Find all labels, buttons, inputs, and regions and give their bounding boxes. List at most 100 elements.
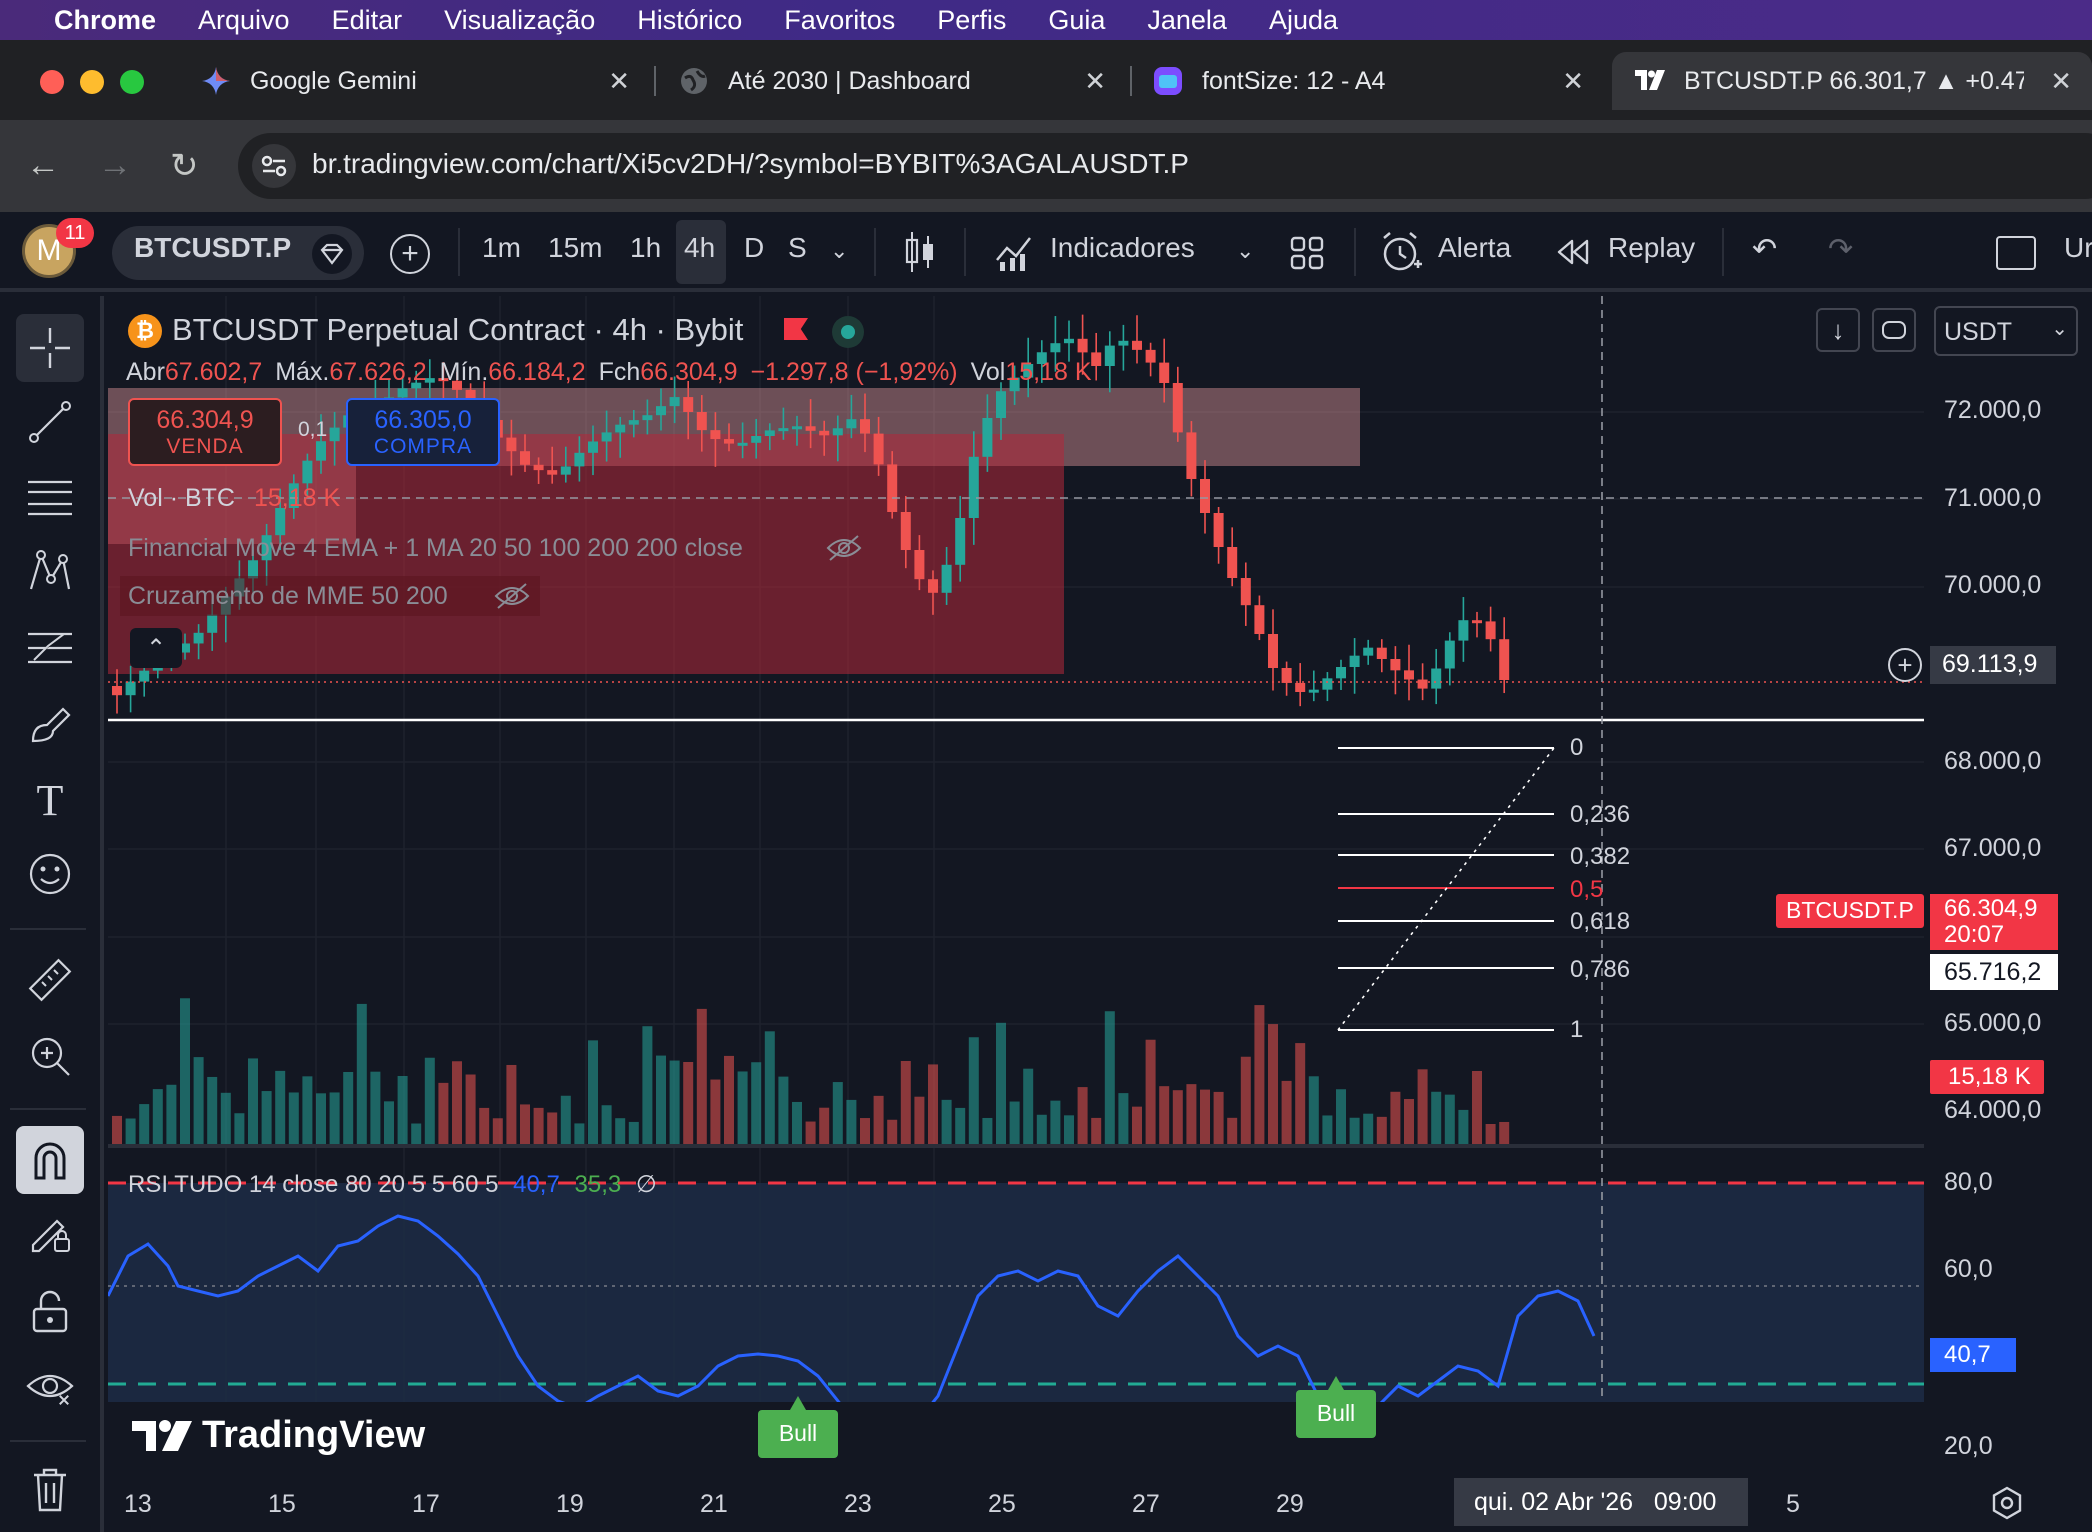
indicators-button[interactable]: Indicadores xyxy=(1050,232,1195,263)
bull-signal[interactable]: Bull xyxy=(1296,1390,1376,1438)
alarm-clock-icon[interactable] xyxy=(1380,230,1422,279)
price-chart[interactable] xyxy=(108,296,2092,1532)
lock-icon[interactable] xyxy=(22,1284,78,1340)
volume-bar xyxy=(1431,1091,1442,1144)
pattern-icon[interactable] xyxy=(22,544,78,600)
tab-tradingview-active[interactable]: BTCUSDT.P 66.301,7 ▲ +0.47 ✕ xyxy=(1612,52,2092,110)
candle-type-icon[interactable] xyxy=(904,230,936,279)
download-arrow-icon[interactable]: ↓ xyxy=(1816,308,1860,352)
window-minimize-button[interactable] xyxy=(80,70,104,94)
candle-body xyxy=(288,483,299,508)
reload-icon[interactable]: ↻ xyxy=(170,147,199,185)
settings-gear-icon[interactable] xyxy=(1990,1486,2024,1525)
buy-button[interactable]: 66.305,0 COMPRA xyxy=(346,398,500,466)
tradingview-logo-icon xyxy=(132,1419,192,1451)
interval-15m[interactable]: 15m xyxy=(548,232,603,263)
redo-icon[interactable]: ↷ xyxy=(1828,233,1854,266)
indicator-legend-ema[interactable]: Financial Move 4 EMA + 1 MA 20 50 100 20… xyxy=(128,534,743,562)
menu-item-ajuda[interactable]: Ajuda xyxy=(1268,4,1339,35)
layout-grid-icon[interactable] xyxy=(1290,236,1324,275)
collapse-legend-icon[interactable]: ⌃ xyxy=(130,628,182,668)
candle-body xyxy=(1050,343,1061,353)
ruler-icon[interactable] xyxy=(22,952,78,1008)
close-tab-icon[interactable]: ✕ xyxy=(608,66,630,96)
menu-item-arquivo[interactable]: Arquivo xyxy=(198,4,290,35)
interval-d[interactable]: D xyxy=(744,232,765,263)
brush-icon[interactable] xyxy=(22,696,78,752)
crosshair-icon[interactable] xyxy=(16,314,84,382)
menu-item-editar[interactable]: Editar xyxy=(331,4,403,35)
address-bar[interactable] xyxy=(238,133,2092,199)
fib-retracement-icon[interactable] xyxy=(22,470,78,526)
eye-hidden-icon[interactable] xyxy=(826,534,862,567)
chevron-down-icon[interactable]: ⌄ xyxy=(1236,238,1255,263)
emoji-icon[interactable] xyxy=(22,846,78,902)
currency-select[interactable]: USDT ⌄ xyxy=(1934,306,2078,356)
candle-body xyxy=(180,643,190,653)
close-tab-icon[interactable]: ✕ xyxy=(1562,66,1584,96)
candle-body xyxy=(751,436,762,443)
compare-add-icon[interactable]: + xyxy=(390,234,430,274)
sell-button[interactable]: 66.304,9 VENDA xyxy=(128,398,282,466)
add-alert-plus-icon[interactable]: + xyxy=(1888,648,1922,682)
tab-google-gemini[interactable]: Google Gemini ✕ xyxy=(200,52,630,110)
menu-item-guia[interactable]: Guia xyxy=(1048,4,1106,35)
url-text[interactable]: br.tradingview.com/chart/Xi5cv2DH/?symbo… xyxy=(312,148,1189,179)
volume-bar xyxy=(1132,1106,1142,1144)
indicators-icon[interactable] xyxy=(994,232,1034,277)
interval-1m[interactable]: 1m xyxy=(482,232,521,263)
volume-bar xyxy=(1050,1100,1061,1144)
magnet-icon[interactable] xyxy=(16,1126,84,1194)
interval-s[interactable]: S xyxy=(788,232,807,263)
chart-title[interactable]: BTCUSDT Perpetual Contract · 4h · Bybit xyxy=(172,312,744,347)
menu-item-favoritos[interactable]: Favoritos xyxy=(784,4,896,35)
lock-drawings-pencil-icon[interactable] xyxy=(22,1204,78,1260)
trash-icon[interactable] xyxy=(22,1462,78,1518)
candle-body xyxy=(1376,647,1387,659)
chevron-down-icon[interactable]: ⌄ xyxy=(830,238,849,263)
replay-icon[interactable] xyxy=(1556,238,1590,271)
replay-button[interactable]: Replay xyxy=(1608,232,1696,263)
candle-body xyxy=(792,426,802,430)
volume-legend[interactable]: Vol · BTC 15,18 K xyxy=(128,484,341,512)
menu-item-janela[interactable]: Janela xyxy=(1147,4,1227,35)
avatar[interactable]: M xyxy=(22,224,76,278)
rsi-legend[interactable]: RSI TUDO 14 close 80 20 5 5 60 5 40,7 35… xyxy=(128,1171,657,1198)
indicator-legend-bg xyxy=(120,576,540,616)
interval-4h[interactable]: 4h xyxy=(684,232,716,263)
back-arrow-icon[interactable]: ← xyxy=(26,146,60,184)
tab-fontsize[interactable]: fontSize: 12 - A4 ✕ xyxy=(1152,52,1584,110)
flag-icon[interactable] xyxy=(784,318,808,340)
menu-item-visualizacao[interactable]: Visualização xyxy=(444,4,596,35)
tab-title: fontSize: 12 - A4 xyxy=(1202,66,1386,95)
undo-icon[interactable]: ↶ xyxy=(1752,233,1778,266)
sync-icon[interactable] xyxy=(1872,308,1916,352)
eye-icon[interactable] xyxy=(22,1360,78,1416)
pane-separator[interactable] xyxy=(108,1144,2092,1148)
eye-hidden-icon[interactable] xyxy=(494,582,530,615)
site-settings-icon[interactable] xyxy=(252,144,296,188)
close-tab-icon[interactable]: ✕ xyxy=(2050,66,2072,96)
diamond-icon[interactable] xyxy=(312,234,352,274)
indicator-legend-cross[interactable]: Cruzamento de MME 50 200 xyxy=(128,582,448,610)
interval-1h[interactable]: 1h xyxy=(630,232,662,263)
tab-dashboard[interactable]: Até 2030 | Dashboard ✕ xyxy=(678,52,1106,110)
bull-signal[interactable]: Bull xyxy=(758,1410,838,1458)
text-tool-icon[interactable]: T xyxy=(36,775,64,825)
trend-line-icon[interactable] xyxy=(22,394,78,450)
fibonacci-retracement[interactable] xyxy=(1337,747,1555,1031)
zoom-in-icon[interactable] xyxy=(22,1028,78,1084)
window-zoom-button[interactable] xyxy=(120,70,144,94)
forecast-icon[interactable] xyxy=(22,620,78,676)
menu-item-chrome[interactable]: Chrome xyxy=(54,4,157,35)
menu-item-historico[interactable]: Histórico xyxy=(637,4,743,35)
time-axis[interactable] xyxy=(108,1402,2092,1532)
menu-item-perfis[interactable]: Perfis xyxy=(937,4,1007,35)
symbol-name[interactable]: BTCUSDT.P xyxy=(134,232,292,263)
close-tab-icon[interactable]: ✕ xyxy=(1084,66,1106,96)
window-close-button[interactable] xyxy=(40,70,64,94)
fullscreen-icon[interactable] xyxy=(1996,236,2036,270)
market-status-icon[interactable] xyxy=(832,316,864,348)
forward-arrow-icon[interactable]: → xyxy=(98,146,132,184)
alert-button[interactable]: Alerta xyxy=(1438,232,1512,263)
